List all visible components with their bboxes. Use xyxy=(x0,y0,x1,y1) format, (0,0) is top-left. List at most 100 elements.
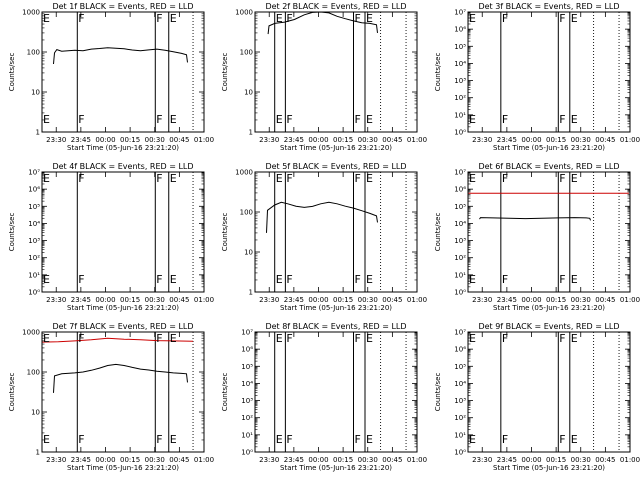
plot-frame xyxy=(41,11,205,133)
x-tick-label: 23:45 xyxy=(497,136,517,144)
marker-label-bottom: E xyxy=(366,433,373,446)
marker-label-bottom: E xyxy=(170,273,177,286)
x-tick-label: 00:00 xyxy=(521,456,541,464)
y-axis-label: Counts/sec xyxy=(8,213,16,252)
marker-label-bottom: F xyxy=(286,113,292,126)
marker-label-bottom: E xyxy=(366,273,373,286)
x-tick-label: 00:15 xyxy=(546,456,566,464)
y-axis-label: Counts/sec xyxy=(434,53,442,92)
x-tick-label: 00:00 xyxy=(308,296,328,304)
marker-label-top: E xyxy=(170,172,177,185)
marker-label-top: F xyxy=(559,172,565,185)
y-tick-label: 10⁵ xyxy=(241,363,253,371)
marker-label-top: E xyxy=(170,332,177,345)
x-axis-label: Start Time (05-Jun-16 23:21:20) xyxy=(493,464,605,472)
marker-label-bottom: F xyxy=(286,433,292,446)
events-series-line xyxy=(266,201,378,233)
y-axis-label: Counts/sec xyxy=(221,213,229,252)
marker-label-bottom: F xyxy=(78,273,84,286)
marker-label-bottom: F xyxy=(502,433,508,446)
detector-panel-8: Det 8f BLACK = Events, RED = LLD Counts/s… xyxy=(221,322,427,472)
y-tick-label: 10⁵ xyxy=(454,363,466,371)
y-tick-label: 10⁶ xyxy=(454,186,466,194)
y-tick-label: 1 xyxy=(249,289,253,297)
x-tick-label: 01:00 xyxy=(194,136,214,144)
y-tick-label: 10⁶ xyxy=(241,346,253,354)
marker-label-bottom: E xyxy=(571,113,578,126)
y-axis-label: Counts/sec xyxy=(8,53,16,92)
x-tick-label: 01:00 xyxy=(620,296,640,304)
y-tick-label: 10⁷ xyxy=(454,169,466,177)
plot-frame xyxy=(254,11,418,133)
marker-label-top: E xyxy=(276,12,283,25)
y-tick-label: 1000 xyxy=(22,329,40,337)
y-tick-label: 10⁴ xyxy=(454,380,466,388)
y-axis-label: Counts/sec xyxy=(221,373,229,412)
marker-label-top: F xyxy=(502,172,508,185)
plot-frame xyxy=(254,171,418,293)
y-tick-label: 10⁷ xyxy=(454,329,466,337)
y-tick-label: 10³ xyxy=(454,237,466,245)
y-axis-label: Counts/sec xyxy=(8,373,16,412)
marker-label-bottom: F xyxy=(502,113,508,126)
plot-frame xyxy=(41,171,205,293)
y-tick-label: 10 xyxy=(31,89,40,97)
y-tick-label: 10³ xyxy=(454,77,466,85)
y-tick-label: 100 xyxy=(27,369,40,377)
marker-label-top: E xyxy=(469,172,476,185)
marker-label-top: F xyxy=(286,332,292,345)
x-tick-label: 23:30 xyxy=(46,136,66,144)
marker-label-bottom: E xyxy=(469,113,476,126)
x-tick-label: 23:45 xyxy=(284,136,304,144)
marker-label-top: F xyxy=(156,12,162,25)
y-tick-label: 10² xyxy=(454,414,466,422)
y-tick-label: 10⁰ xyxy=(241,449,253,457)
detector-panel-5: Det 5f BLACK = Events, RED = LLD Counts/s… xyxy=(221,162,427,312)
plot-frame xyxy=(467,171,631,293)
x-tick-label: 00:30 xyxy=(145,456,165,464)
marker-label-top: E xyxy=(170,12,177,25)
y-tick-label: 10¹ xyxy=(454,431,466,439)
marker-label-bottom: E xyxy=(276,273,283,286)
panel-title: Det 7f BLACK = Events, RED = LLD xyxy=(52,322,193,331)
y-tick-label: 10³ xyxy=(454,397,466,405)
marker-label-top: E xyxy=(571,332,578,345)
x-tick-label: 01:00 xyxy=(407,296,427,304)
y-tick-label: 1 xyxy=(36,129,40,137)
x-tick-label: 23:30 xyxy=(46,296,66,304)
y-tick-label: 10² xyxy=(454,94,466,102)
y-tick-label: 10⁷ xyxy=(241,329,253,337)
x-tick-label: 00:00 xyxy=(95,296,115,304)
marker-label-bottom: F xyxy=(156,273,162,286)
marker-label-bottom: F xyxy=(355,433,361,446)
marker-label-top: E xyxy=(366,172,373,185)
y-tick-label: 10⁴ xyxy=(28,220,40,228)
marker-label-bottom: E xyxy=(469,433,476,446)
x-tick-label: 23:30 xyxy=(472,456,492,464)
x-tick-label: 00:45 xyxy=(595,456,615,464)
y-tick-label: 10⁶ xyxy=(454,26,466,34)
marker-label-top: E xyxy=(43,172,50,185)
x-tick-label: 00:45 xyxy=(169,136,189,144)
x-tick-label: 00:15 xyxy=(120,296,140,304)
events-series-line xyxy=(53,363,188,393)
detector-panel-4: Det 4f BLACK = Events, RED = LLD Counts/s… xyxy=(8,162,214,312)
y-tick-label: 10² xyxy=(28,254,40,262)
y-tick-label: 1000 xyxy=(22,9,40,17)
y-tick-label: 10⁰ xyxy=(454,289,466,297)
y-tick-label: 10³ xyxy=(28,237,40,245)
marker-label-bottom: F xyxy=(286,273,292,286)
x-tick-label: 00:15 xyxy=(333,296,353,304)
detector-panel-1: Det 1f BLACK = Events, RED = LLD Counts/s… xyxy=(8,2,214,152)
marker-label-top: F xyxy=(502,332,508,345)
x-tick-label: 00:00 xyxy=(95,456,115,464)
x-tick-label: 00:45 xyxy=(595,296,615,304)
marker-label-top: E xyxy=(276,172,283,185)
y-tick-label: 10 xyxy=(244,249,253,257)
x-axis-label: Start Time (05-Jun-16 23:21:20) xyxy=(67,304,179,312)
marker-label-top: F xyxy=(78,332,84,345)
marker-label-bottom: E xyxy=(571,273,578,286)
y-tick-label: 10 xyxy=(244,89,253,97)
y-tick-label: 10¹ xyxy=(454,271,466,279)
